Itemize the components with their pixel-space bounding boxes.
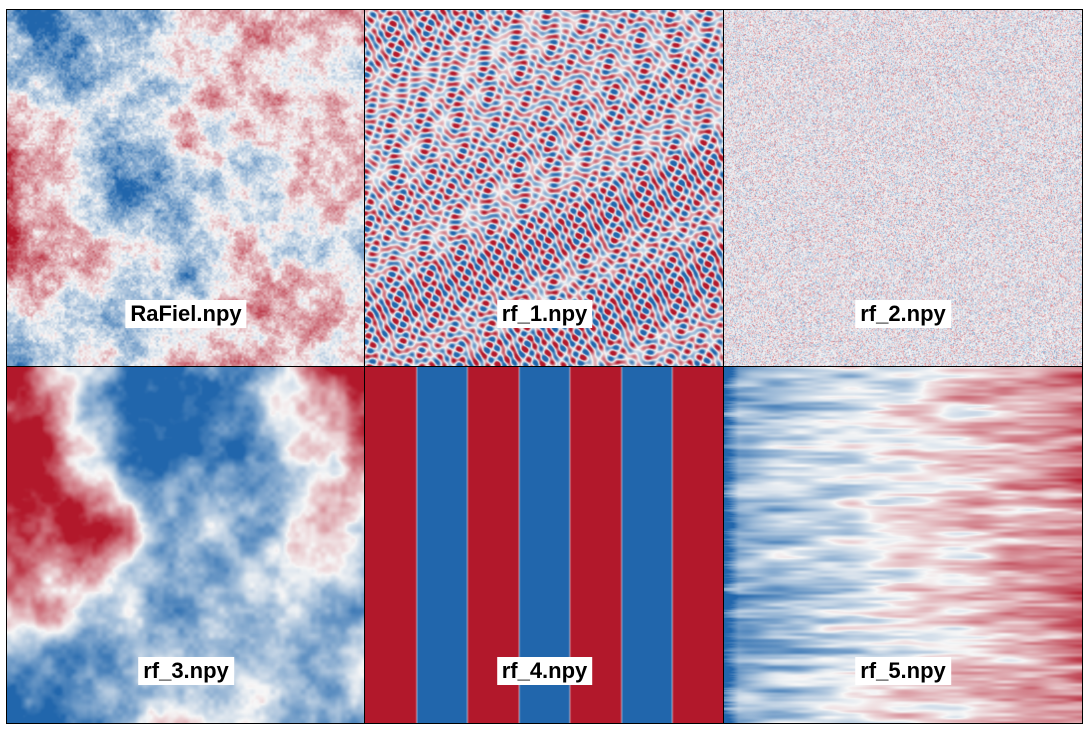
- field-grid: RaFiel.npy rf_1.npy rf_2.npy rf_3.npy rf…: [6, 9, 1083, 724]
- panel-rf-2: rf_2.npy: [723, 9, 1083, 367]
- panel-rf-3: rf_3.npy: [6, 366, 366, 724]
- panel-label: rf_1.npy: [496, 300, 593, 328]
- panel-label: rf_2.npy: [855, 300, 951, 328]
- panel-label: rf_3.npy: [138, 657, 234, 685]
- panel-label: RaFiel.npy: [125, 300, 247, 328]
- panel-label: rf_4.npy: [496, 657, 593, 685]
- panel-rafiel: RaFiel.npy: [6, 9, 366, 367]
- panel-rf-1: rf_1.npy: [364, 9, 725, 367]
- panel-rf-4: rf_4.npy: [364, 366, 725, 724]
- panel-rf-5: rf_5.npy: [723, 366, 1083, 724]
- panel-label: rf_5.npy: [855, 657, 951, 685]
